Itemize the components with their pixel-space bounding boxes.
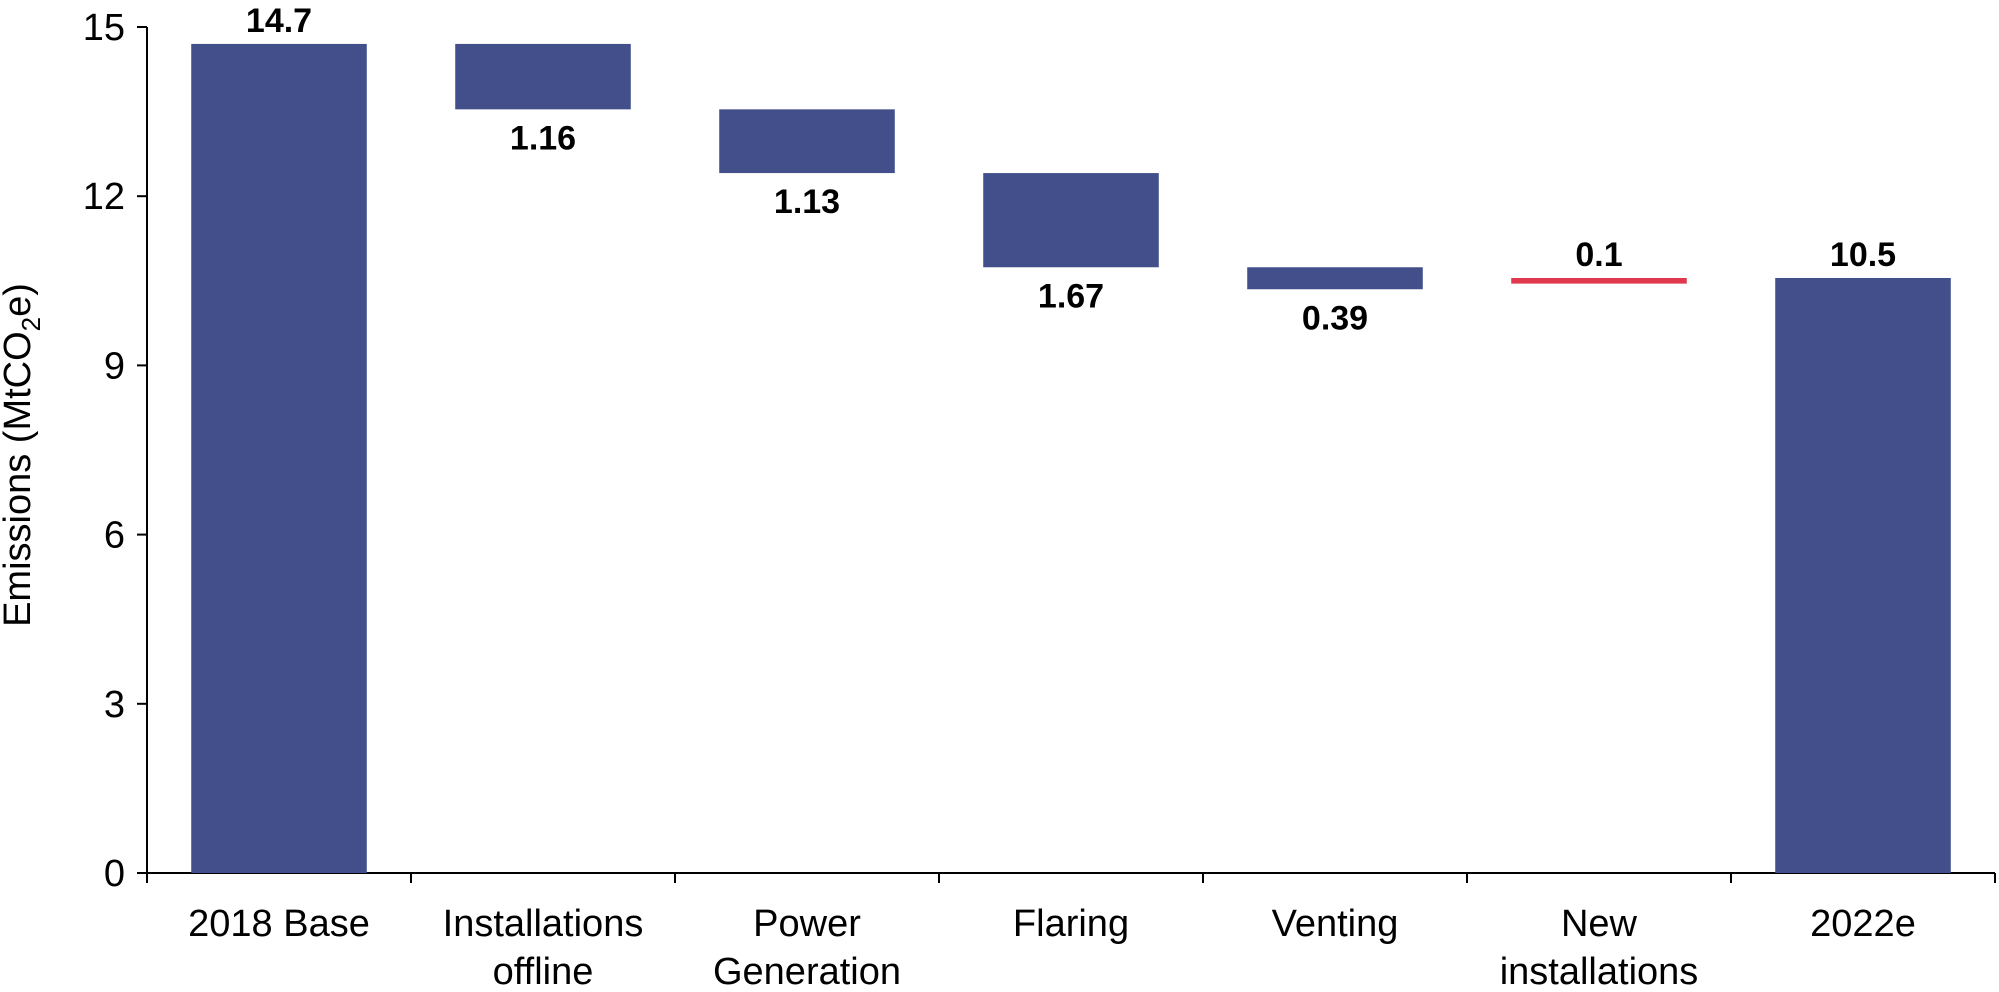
y-tick-label: 6 (104, 515, 125, 557)
bar-decrease (719, 109, 895, 174)
data-label: 1.13 (774, 183, 840, 221)
y-tick-label: 15 (83, 7, 125, 49)
data-label: 0.1 (1575, 236, 1622, 274)
y-tick-label: 12 (83, 176, 125, 218)
bar-increase (1511, 277, 1687, 284)
y-axis-title: Emissions (MtCO2e) (0, 283, 46, 627)
data-labels: 14.7 1.16 1.13 1.67 0.39 0.1 10.5 (246, 2, 1896, 337)
y-tick-label: 9 (104, 345, 125, 387)
category-label: New installations (1500, 903, 1699, 992)
bar-total (1775, 277, 1951, 874)
bar-decrease (455, 43, 631, 110)
category-labels: 2018 Base Installations offline Power Genera… (188, 903, 1916, 992)
category-label: Power Generation (713, 903, 901, 992)
category-label: Venting (1272, 903, 1399, 945)
data-label: 14.7 (246, 2, 312, 40)
data-label: 1.16 (510, 119, 576, 157)
bars (191, 43, 1951, 874)
data-label: 10.5 (1830, 236, 1896, 274)
y-tick-label: 0 (104, 853, 125, 895)
axes (146, 27, 1996, 883)
y-axis-ticks: 0 3 6 9 12 15 (83, 7, 147, 895)
bar-decrease (983, 173, 1159, 268)
category-label: 2018 Base (188, 903, 370, 945)
data-label: 0.39 (1302, 299, 1368, 337)
category-label: Flaring (1013, 903, 1129, 945)
y-tick-label: 3 (104, 684, 125, 726)
category-label: Installations offline (443, 903, 644, 992)
category-label: 2022e (1810, 903, 1916, 945)
bar-decrease (1247, 267, 1423, 290)
bar-total (191, 43, 367, 874)
data-label: 1.67 (1038, 277, 1104, 315)
